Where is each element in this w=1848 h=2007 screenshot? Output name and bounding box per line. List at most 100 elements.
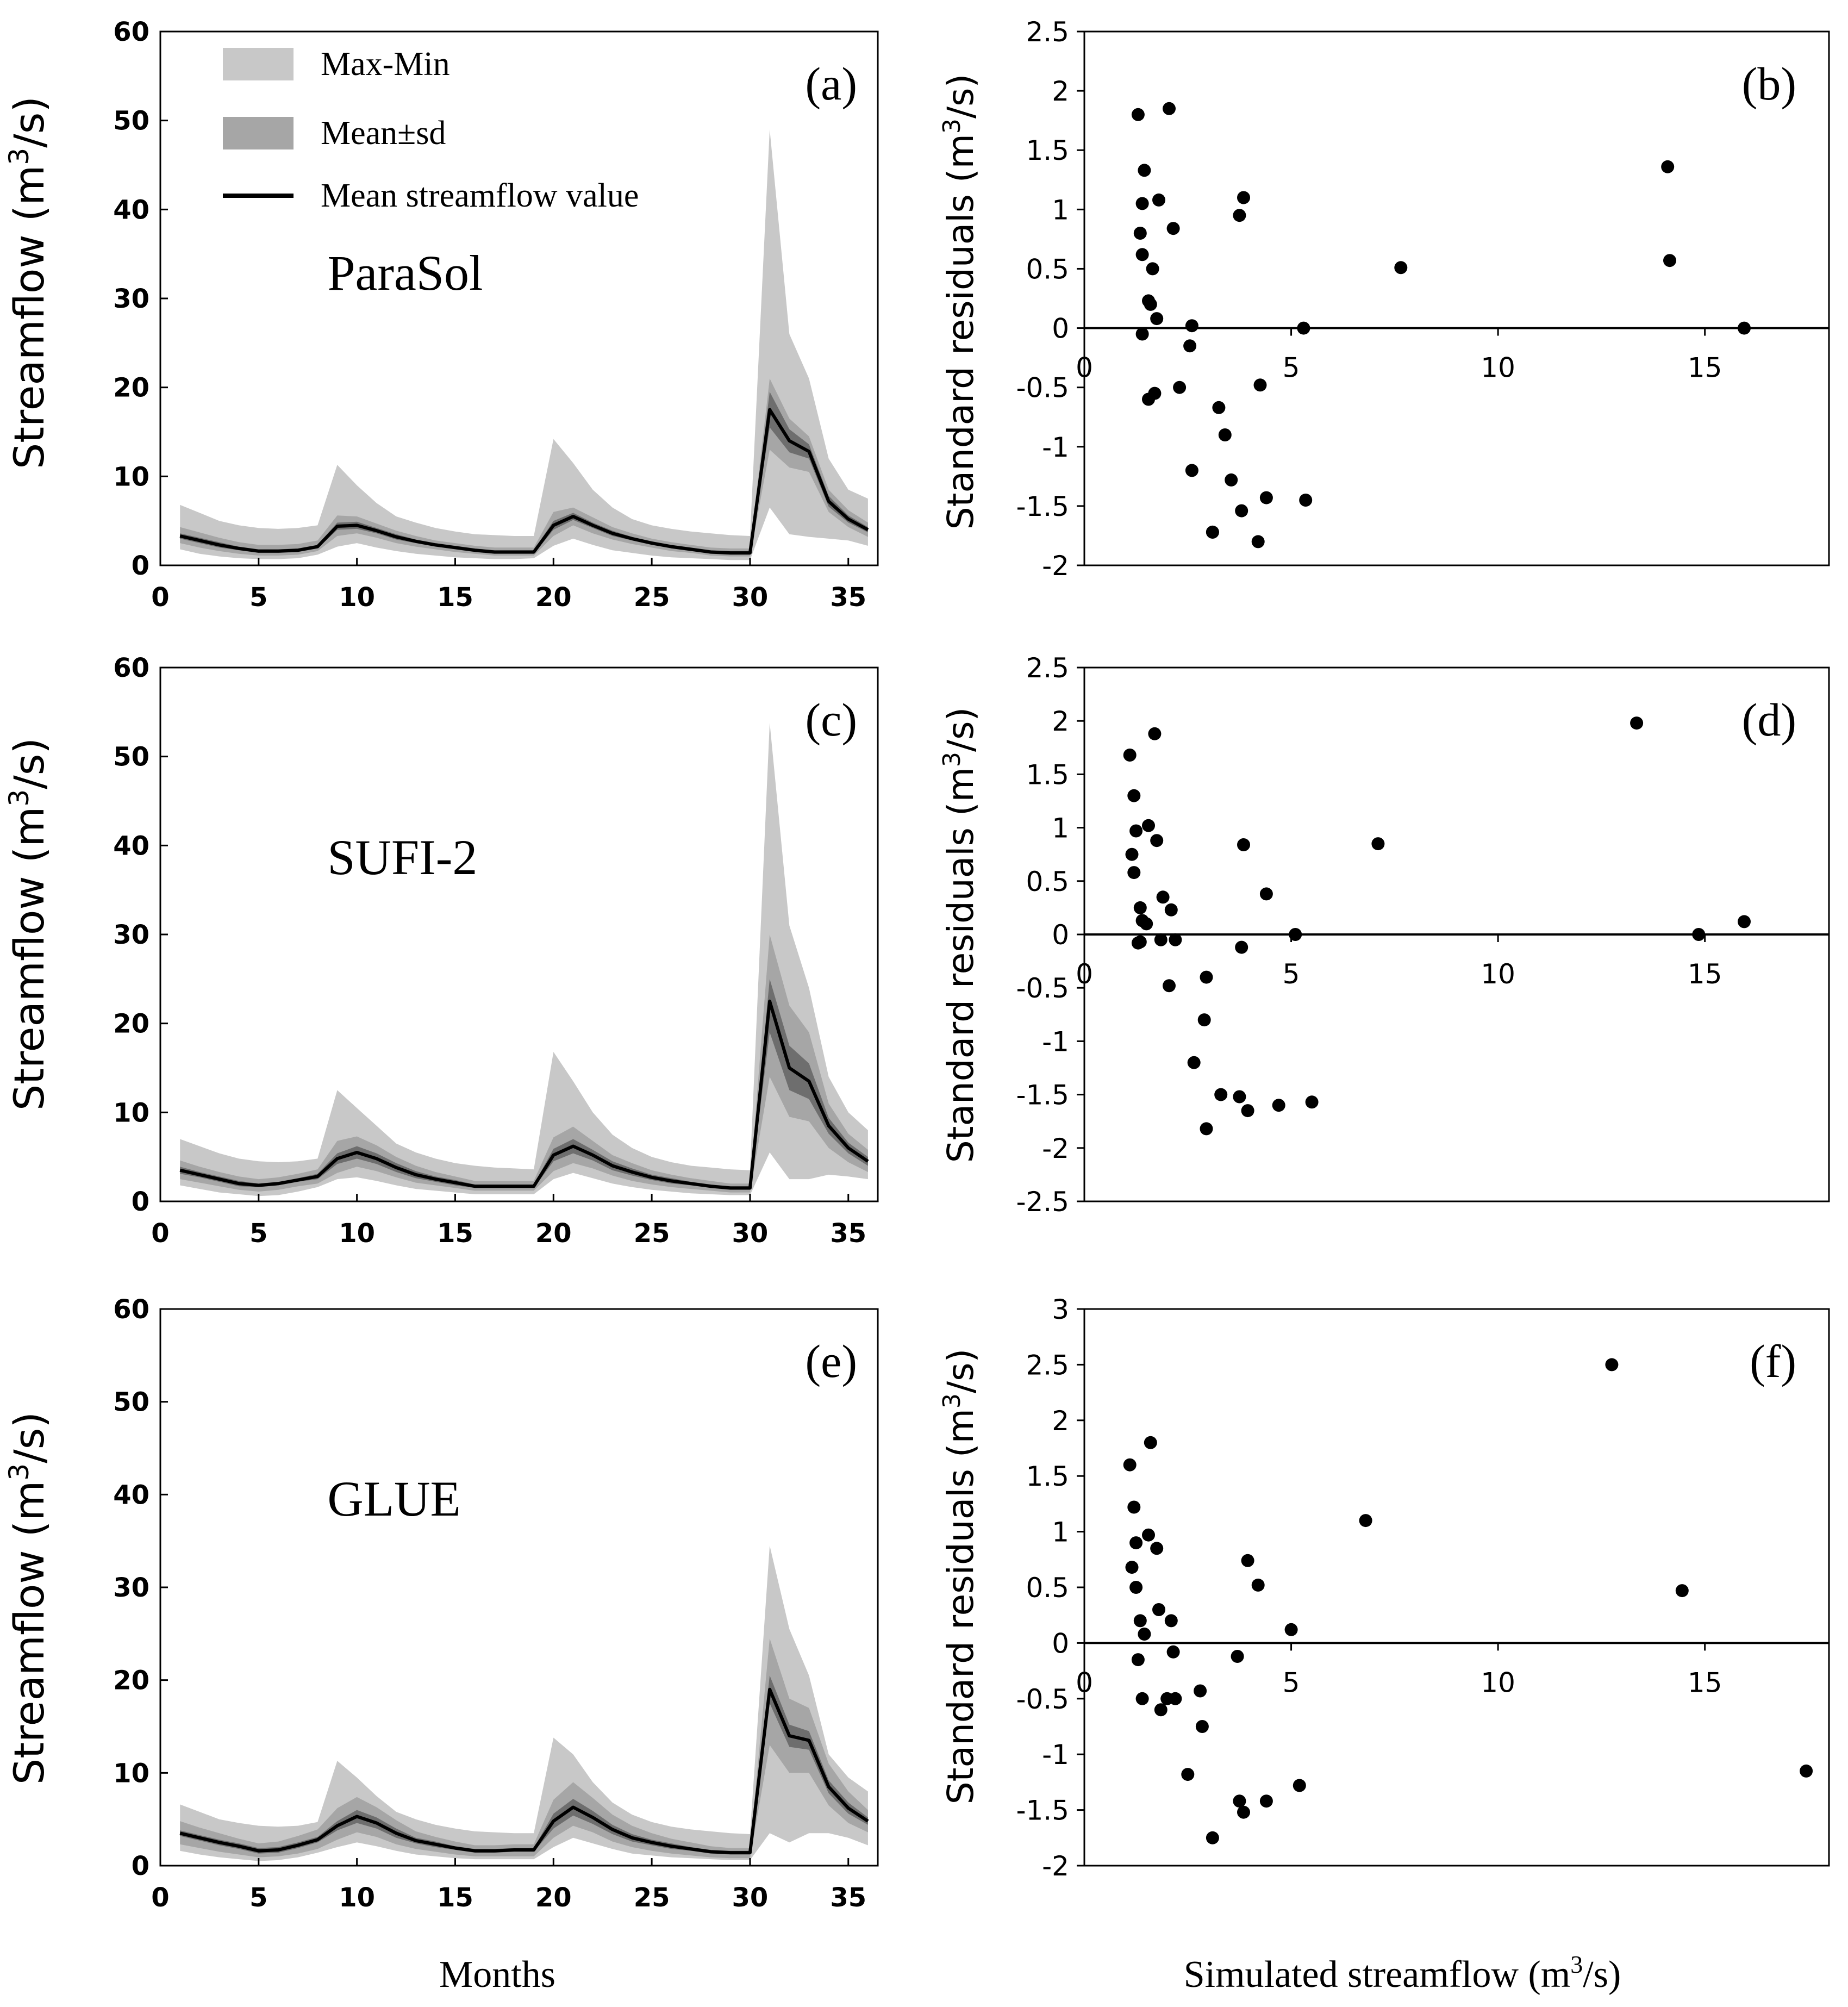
x-tick-label: 10 (339, 1883, 375, 1913)
y-tick-label: 1.5 (1026, 759, 1069, 790)
y-axis-title-a: Streamflow (m3/s) (3, 96, 53, 469)
data-point (1200, 970, 1213, 984)
x-tick-label: 0 (151, 1883, 169, 1913)
x-tick-label: 30 (732, 1883, 769, 1913)
data-point (1135, 1692, 1149, 1705)
x-tick-label: 15 (1688, 1667, 1722, 1698)
data-point (1152, 1603, 1165, 1616)
y-axis-title-b: Standard residuals (m3/s) (938, 74, 982, 530)
y-tick-label: -2 (1042, 550, 1069, 582)
panel-label: (f) (1750, 1335, 1796, 1387)
data-point (1233, 209, 1246, 222)
panel-label: (a) (806, 58, 857, 110)
panel-e-streamflow-glue: 0 10 20 30 40 50 60 0 5 10 15 20 25 30 35 (e) GLUE (113, 1294, 879, 1913)
y-tick-label: 0.5 (1026, 1572, 1069, 1604)
legend: Max-Min Mean±sd Mean streamflow value (223, 46, 639, 214)
panel-label: (b) (1742, 58, 1796, 110)
data-point (1150, 834, 1164, 847)
data-point (1237, 1805, 1250, 1819)
y-tick-label: 10 (113, 1098, 149, 1128)
y-tick-label: 3 (1052, 1294, 1069, 1325)
maxmin-band (180, 1545, 868, 1861)
x-tick-label: 5 (1283, 352, 1300, 384)
data-point (1164, 1614, 1178, 1628)
panel-label: (d) (1742, 694, 1796, 746)
y-tick-label: 2 (1052, 706, 1069, 737)
y-tick-label: 10 (113, 462, 149, 492)
y-tick-label: 1 (1052, 194, 1069, 226)
mean-streamflow-line (179, 999, 869, 1190)
x-tick-label: 10 (339, 582, 375, 613)
data-point (1289, 928, 1302, 941)
data-point (1156, 890, 1170, 904)
data-point (1185, 464, 1198, 477)
y-tick-label: 30 (113, 1573, 149, 1603)
data-point (1127, 789, 1141, 802)
y-tick-label: 20 (113, 373, 149, 403)
data-point (1148, 727, 1162, 740)
x-axis-title-simulated: Simulated streamflow (m3/s) (1184, 1950, 1621, 1996)
data-point (1259, 491, 1273, 504)
data-point (1206, 525, 1219, 539)
data-point (1800, 1764, 1813, 1778)
x-tick-label: 25 (634, 1218, 670, 1249)
x-tick-label: 5 (249, 582, 267, 613)
y-tick-label: -2 (1042, 1133, 1069, 1164)
x-tick-label: 10 (1481, 1667, 1515, 1698)
data-point (1251, 535, 1265, 549)
y-tick-label: 40 (113, 1480, 149, 1510)
x-tick-label: 10 (1481, 352, 1515, 384)
x-tick-label: 0 (1076, 352, 1093, 384)
panel-a-streamflow-parasol: 0 10 20 30 40 50 60 0 5 10 15 20 25 30 35 (a) ParaSol (113, 17, 879, 613)
data-point (1183, 339, 1197, 353)
meansd-band (180, 1638, 868, 1859)
method-label: ParaSol (327, 245, 483, 301)
data-point (1233, 1794, 1246, 1808)
data-point (1154, 1703, 1168, 1717)
maxmin-band (180, 129, 868, 560)
data-point (1125, 1561, 1139, 1574)
data-point (1129, 824, 1143, 838)
y-tick-label: 60 (113, 1294, 149, 1325)
data-point (1241, 1104, 1254, 1118)
y-tick-label: 0.5 (1026, 866, 1069, 897)
data-point (1142, 819, 1155, 832)
y-tick-label: 40 (113, 195, 149, 225)
x-tick-label: 15 (437, 1883, 473, 1913)
data-point (1169, 933, 1182, 946)
data-point (1214, 1088, 1228, 1101)
x-tick-label: 20 (535, 1883, 572, 1913)
data-point (1738, 915, 1751, 928)
y-tick-label: -1.5 (1016, 1080, 1069, 1111)
y-tick-label: -1.5 (1016, 491, 1069, 522)
panel-label: (c) (806, 694, 857, 746)
data-point (1194, 1684, 1207, 1698)
plot-frame (1083, 30, 1830, 566)
data-point (1237, 838, 1250, 851)
data-point (1160, 1692, 1174, 1705)
data-point (1146, 262, 1159, 276)
legend-maxmin-swatch (223, 48, 294, 80)
y-tick-label: -2.5 (1016, 1186, 1069, 1218)
data-point (1135, 248, 1149, 261)
data-point (1163, 979, 1176, 993)
y-tick-label: 50 (113, 106, 149, 136)
x-tick-label: 20 (535, 582, 572, 613)
x-tick-label: 5 (249, 1218, 267, 1249)
mean-streamflow-line (179, 1687, 869, 1855)
data-point (1371, 837, 1385, 851)
data-point (1297, 321, 1310, 335)
legend-meansd-label: Mean±sd (321, 115, 446, 152)
y-tick-label: -2 (1042, 1850, 1069, 1882)
data-point (1133, 901, 1147, 914)
x-tick-label: 0 (1076, 958, 1093, 990)
y-tick-label: 50 (113, 1387, 149, 1418)
data-point (1235, 504, 1248, 518)
y-tick-label: 1 (1052, 1517, 1069, 1548)
data-point (1195, 1720, 1209, 1733)
y-tick-label: 60 (113, 653, 149, 683)
data-point (1663, 254, 1676, 267)
panel-c-streamflow-sufi2: 0 10 20 30 40 50 60 0 5 10 15 20 25 30 35 (c) SUFI-2 (113, 653, 879, 1249)
y-tick-label: -1.5 (1016, 1795, 1069, 1827)
data-point (1129, 1581, 1143, 1594)
